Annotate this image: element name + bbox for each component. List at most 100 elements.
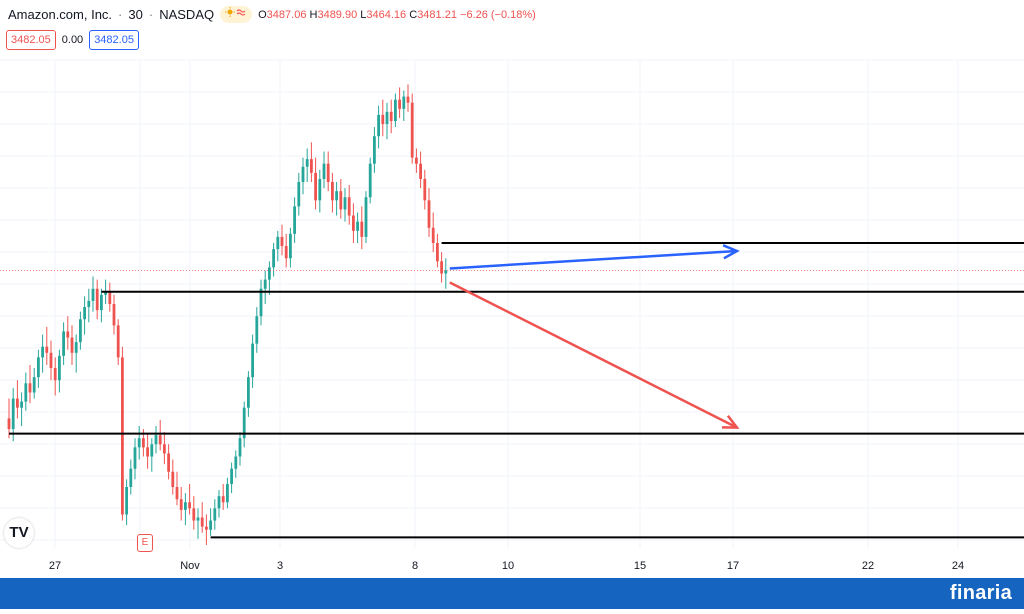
- candle-body: [251, 343, 254, 378]
- candle-body: [305, 159, 309, 167]
- down-arrow-head: [721, 414, 740, 429]
- candle-body: [381, 114, 385, 125]
- candle-body: [16, 398, 19, 408]
- candle-body: [410, 102, 414, 158]
- candle-body: [184, 502, 187, 510]
- sell-price-button[interactable]: 3482.05: [6, 30, 56, 50]
- candle-body: [200, 517, 204, 527]
- x-tick-label: 27: [49, 560, 61, 572]
- candle-body: [7, 418, 11, 430]
- candle-body: [49, 352, 53, 369]
- candle-body: [158, 435, 162, 445]
- candle-body: [70, 337, 74, 353]
- candle-body: [133, 447, 137, 469]
- candle-body: [58, 355, 61, 381]
- market-status-icon[interactable]: [220, 6, 253, 23]
- earnings-marker[interactable]: E: [137, 534, 153, 552]
- candle-body: [276, 236, 280, 250]
- candle-body: [444, 270, 448, 274]
- candle-body: [255, 316, 259, 344]
- x-tick-label: Nov: [180, 560, 200, 572]
- low-label: L: [360, 8, 367, 21]
- x-tick-label: 22: [862, 560, 874, 572]
- candle-body: [209, 520, 212, 530]
- candle-body: [318, 178, 322, 201]
- sun-wave-icon: [225, 7, 246, 17]
- candle-body: [112, 304, 116, 326]
- candle-body: [154, 435, 158, 445]
- candle-body: [87, 300, 91, 308]
- candle-body: [213, 508, 217, 521]
- candle-body: [192, 508, 196, 521]
- candle-body: [415, 157, 418, 164]
- candle-body: [24, 383, 28, 402]
- candle-body: [259, 288, 263, 317]
- candle-body: [373, 136, 376, 164]
- candle-body: [100, 294, 103, 311]
- symbol-name[interactable]: Amazon.com, Inc.: [8, 7, 113, 22]
- candle-body: [322, 163, 326, 179]
- candle-body: [146, 447, 149, 457]
- candle-body: [314, 172, 317, 201]
- watermark-logo: finaria: [949, 582, 1012, 604]
- candle-body: [263, 279, 267, 289]
- x-tick-label: 10: [502, 560, 514, 572]
- candle-body: [268, 267, 271, 280]
- candle-body: [293, 206, 296, 234]
- separator-dot: ·: [148, 7, 154, 22]
- candle-body: [377, 114, 380, 137]
- candle-body: [347, 197, 351, 216]
- x-tick-label: 24: [952, 560, 964, 572]
- candle-body: [91, 288, 95, 301]
- candle-body: [301, 166, 305, 182]
- separator-dot: ·: [118, 7, 123, 22]
- candle-body: [167, 453, 170, 472]
- candle-body: [79, 319, 82, 343]
- candle-body: [226, 483, 229, 503]
- candle-body: [142, 438, 145, 448]
- candle-body: [108, 291, 112, 304]
- x-tick-label: 17: [727, 560, 739, 572]
- footer-bar: finaria: [0, 578, 1024, 609]
- candle-body: [284, 246, 288, 259]
- buy-price-button[interactable]: 3482.05: [89, 30, 139, 50]
- candle-body: [179, 499, 183, 510]
- candle-body: [221, 496, 225, 503]
- candle-body: [129, 468, 133, 487]
- candle-body: [440, 261, 443, 274]
- x-axis: 27 Nov 3 8 10 15 17 22 24: [49, 560, 964, 572]
- low-value: 3464.16: [366, 8, 407, 21]
- candle-body: [331, 182, 334, 201]
- candle-body: [364, 197, 368, 237]
- candle-body: [171, 471, 175, 487]
- candle-body: [289, 233, 292, 259]
- candle-body: [83, 307, 86, 320]
- candle-body: [238, 438, 242, 457]
- candle-body: [20, 401, 23, 408]
- up-arrow-head: [722, 244, 740, 260]
- candle-body: [234, 456, 238, 469]
- chart-grid: [0, 59, 1024, 548]
- tradingview-logo-icon[interactable]: TV: [4, 518, 34, 548]
- interval[interactable]: 30: [128, 7, 143, 22]
- candle-body: [121, 357, 124, 515]
- candle-body: [150, 444, 154, 457]
- candle-body: [406, 96, 410, 103]
- candle-body: [402, 96, 406, 109]
- candle-body: [360, 221, 364, 237]
- candle-body: [175, 487, 179, 500]
- ohlc-readout: O3487.06 H3489.90 L3464.16 C3481.21 −6.2…: [258, 9, 536, 21]
- candle-body: [11, 398, 15, 430]
- candle-body: [398, 99, 401, 109]
- candle-body: [343, 197, 347, 210]
- horizontal-levels: [9, 242, 1024, 539]
- candle-body: [125, 487, 128, 515]
- candle-body: [217, 496, 221, 509]
- close-label: C: [409, 8, 418, 21]
- candle-body: [352, 215, 355, 231]
- candle-body: [419, 163, 422, 179]
- high-label: H: [309, 8, 318, 21]
- symbol-legend: Amazon.com, Inc. · 30 · NASDAQ O3487.06 …: [8, 6, 536, 23]
